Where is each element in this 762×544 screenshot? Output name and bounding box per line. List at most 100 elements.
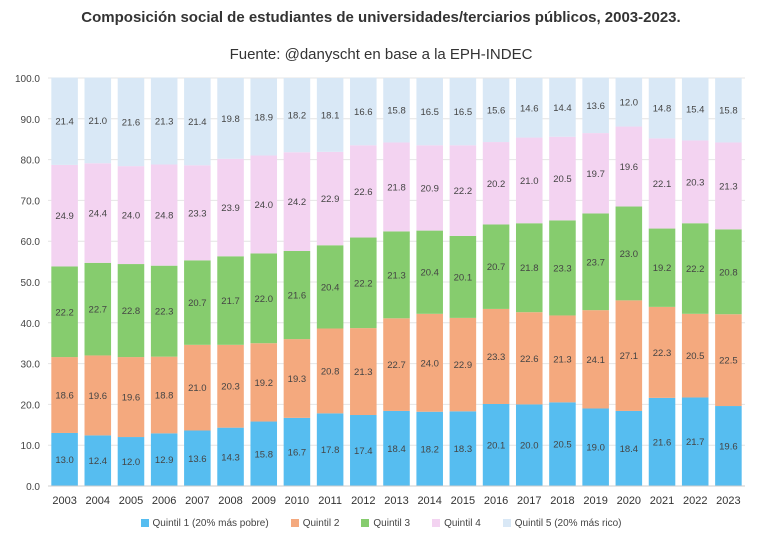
y-tick-label: 30.0: [21, 360, 41, 371]
data-label: 20.5: [553, 174, 572, 185]
data-label: 20.2: [487, 179, 506, 190]
legend-item: Quintil 1 (20% más pobre): [140, 518, 269, 529]
data-label: 18.2: [288, 111, 307, 122]
data-label: 22.8: [122, 306, 141, 317]
bar-segment: [416, 313, 443, 412]
bar-segment: [549, 78, 576, 137]
bar-segment: [615, 300, 643, 411]
data-label: 22.6: [354, 187, 373, 198]
data-label: 17.4: [354, 446, 373, 457]
bar-segment: [283, 417, 311, 486]
x-tick-label: 2004: [86, 495, 110, 507]
data-label: 24.0: [420, 358, 439, 369]
data-label: 21.6: [122, 118, 141, 129]
bar-segment: [283, 152, 311, 251]
y-tick-label: 40.0: [21, 319, 41, 330]
data-label: 20.7: [188, 298, 207, 309]
data-label: 14.4: [553, 103, 572, 114]
data-label: 13.6: [188, 454, 207, 465]
bar-segment: [449, 235, 477, 318]
bar-segment: [51, 164, 78, 267]
bar-segment: [316, 245, 344, 329]
legend-label: Quintil 1 (20% más pobre): [152, 518, 269, 529]
data-label: 21.7: [221, 296, 240, 307]
bar-segment: [350, 415, 377, 486]
bar-segment: [150, 433, 178, 486]
y-tick-label: 100.0: [15, 74, 40, 85]
data-label: 20.1: [487, 440, 506, 451]
data-label: 21.3: [354, 367, 373, 378]
x-tick-label: 2011: [318, 495, 342, 507]
data-label: 18.4: [620, 444, 639, 455]
data-label: 20.5: [686, 351, 705, 362]
bar-segment: [582, 133, 609, 214]
bar-segment: [150, 265, 178, 357]
x-tick-label: 2007: [185, 495, 209, 507]
bar-segment: [482, 78, 510, 143]
bar-segment: [217, 256, 244, 345]
data-label: 12.0: [122, 457, 141, 468]
legend-item: Quintil 3: [361, 518, 410, 529]
bar-segment: [648, 397, 676, 486]
data-label: 24.4: [89, 209, 108, 220]
data-label: 20.9: [420, 183, 439, 194]
bar-segment: [449, 145, 477, 236]
data-label: 21.6: [653, 437, 672, 448]
data-label: 19.6: [719, 442, 738, 453]
data-label: 21.3: [155, 117, 174, 128]
data-label: 24.0: [122, 211, 141, 222]
data-label: 24.1: [586, 355, 605, 366]
bar-segment: [615, 410, 643, 486]
bar-segment: [84, 262, 112, 356]
data-label: 18.2: [420, 444, 439, 455]
x-tick-label: 2020: [617, 495, 641, 507]
bar-segment: [117, 264, 145, 358]
bar-segment: [383, 78, 410, 143]
data-label: 20.4: [420, 268, 439, 279]
data-label: 23.3: [487, 352, 506, 363]
data-label: 19.2: [653, 263, 672, 274]
legend-swatch: [140, 519, 149, 528]
bar-segment: [615, 206, 643, 301]
bar-segment: [482, 142, 510, 225]
bar-segment: [515, 78, 543, 138]
bar-segment: [51, 266, 78, 358]
bar-segment: [383, 231, 410, 319]
data-label: 20.3: [221, 382, 240, 393]
legend-swatch: [432, 519, 441, 528]
bar-segment: [715, 142, 742, 230]
data-label: 22.5: [719, 356, 738, 367]
x-tick-label: 2005: [119, 495, 143, 507]
bar-segment: [184, 344, 211, 431]
bar-segment: [482, 224, 510, 309]
x-tick-label: 2012: [351, 495, 375, 507]
bar-segment: [250, 421, 278, 486]
bar-segment: [482, 308, 510, 404]
y-tick-label: 70.0: [21, 196, 41, 207]
data-label: 20.5: [553, 440, 572, 451]
bar-segment: [51, 357, 78, 433]
data-label: 22.2: [454, 186, 473, 197]
data-label: 24.8: [155, 211, 174, 222]
bar-segment: [416, 230, 443, 314]
legend-label: Quintil 3: [373, 518, 411, 529]
data-label: 19.2: [254, 378, 273, 389]
x-tick-label: 2017: [517, 495, 541, 507]
data-label: 20.8: [321, 366, 340, 377]
bar-segment: [449, 317, 477, 412]
data-label: 14.8: [653, 104, 672, 115]
data-label: 20.1: [454, 272, 473, 283]
data-label: 21.4: [55, 117, 74, 128]
data-label: 24.9: [55, 211, 74, 222]
data-label: 15.4: [686, 105, 705, 116]
data-label: 23.7: [586, 257, 605, 268]
data-label: 18.1: [321, 110, 340, 121]
bar-segment: [615, 77, 643, 127]
data-label: 21.7: [686, 437, 705, 448]
x-tick-label: 2008: [218, 495, 242, 507]
chart-title: Composición social de estudiantes de uni…: [81, 9, 681, 26]
data-label: 16.5: [454, 107, 473, 118]
bar-segment: [84, 435, 112, 486]
bar-segment: [482, 403, 510, 486]
data-label: 21.3: [387, 270, 406, 281]
